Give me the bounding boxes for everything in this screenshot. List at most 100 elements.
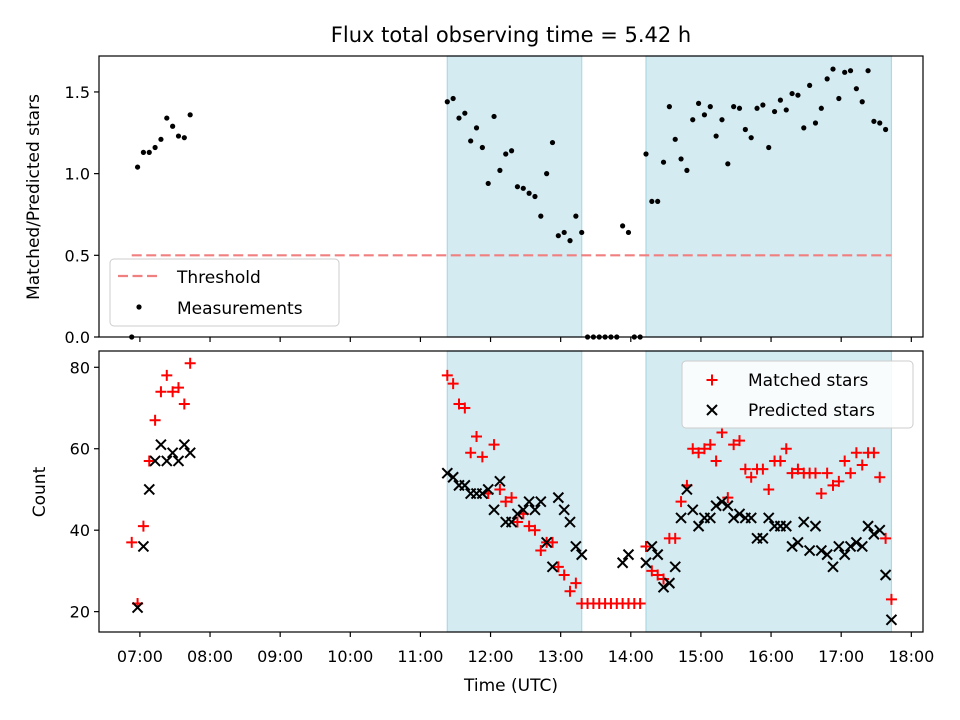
matched-star-point [471, 431, 483, 443]
matched-star-point [137, 520, 149, 532]
measurement-point [701, 112, 708, 118]
matched-star-point [669, 532, 681, 544]
measurement-point [508, 148, 515, 154]
x-tick-label: 12:00 [467, 647, 513, 666]
measurement-point [871, 118, 877, 124]
matched-star-point [564, 585, 576, 597]
predicted-star-point [494, 475, 506, 488]
measurement-point [766, 144, 772, 151]
x-tick-label: 07:00 [117, 647, 163, 666]
x-tick-label: 14:00 [608, 647, 654, 666]
matched-star-point [675, 496, 687, 508]
measurement-point [485, 180, 491, 187]
matched-star-point [511, 516, 523, 528]
measurement-point [152, 144, 158, 151]
measurement-point [444, 99, 450, 105]
matched-star-point [453, 398, 465, 410]
y-tick-label: 40 [70, 521, 90, 540]
measurement-point [818, 105, 824, 111]
matched-star-point [815, 488, 827, 500]
measurement-point [164, 115, 170, 121]
measurement-point [573, 213, 579, 219]
measurement-point [725, 161, 731, 167]
predicted-star-point [675, 512, 687, 524]
x-tick-label: 16:00 [748, 647, 794, 666]
predicted-star-point [535, 495, 547, 508]
legend-matched-label: Matched stars [748, 371, 868, 391]
measurement-point [672, 136, 678, 142]
matched-star-point [722, 492, 734, 504]
measurement-point [789, 90, 795, 97]
predicted-star-point [733, 508, 746, 520]
measurement-point [158, 136, 164, 142]
measurement-point [450, 95, 456, 102]
predicted-star-point [780, 520, 792, 532]
matched-star-point [868, 447, 880, 459]
measurement-point [473, 125, 480, 131]
y-tick-label: 1.5 [65, 83, 90, 102]
predicted-star-point [809, 520, 822, 532]
measurement-point [175, 133, 182, 139]
measurement-point [579, 229, 585, 236]
predicted-star-point [885, 614, 898, 626]
predicted-star-point [681, 483, 693, 496]
measurement-point [140, 149, 147, 155]
measurement-point [538, 213, 544, 219]
matched-star-point [845, 467, 857, 479]
legend-predicted-swatch [706, 404, 718, 416]
predicted-star-point [716, 495, 728, 508]
measurement-point [655, 198, 661, 205]
matched-star-point [757, 463, 769, 475]
measurement-point [853, 86, 859, 92]
matched-star-point [441, 369, 453, 381]
observing-window-band [446, 55, 583, 338]
measurement-point [830, 66, 836, 72]
predicted-star-point [476, 487, 489, 500]
ratio-panel: 0.0 0.5 1.0 1.5 Threshold Measurements [65, 55, 924, 347]
predicted-star-point [657, 581, 670, 593]
predicted-star-point [763, 512, 775, 524]
matched-star-point [155, 386, 167, 398]
measurement-point [660, 159, 667, 165]
matched-star-point [763, 483, 775, 495]
measurement-point [649, 198, 655, 205]
y-tick-label: 0.0 [65, 328, 90, 347]
measurement-point [713, 133, 719, 139]
predicted-star-point [149, 455, 161, 467]
matched-star-point [488, 439, 500, 451]
matched-star-point [745, 471, 757, 483]
predicted-star-point [131, 601, 144, 614]
measurement-point [666, 104, 672, 110]
y-tick-label: 60 [70, 440, 90, 459]
measurement-point [643, 151, 649, 157]
measurement-point [532, 193, 538, 200]
predicted-star-point [862, 520, 874, 532]
legend-threshold-label: Threshold [176, 268, 261, 288]
y-tick-label: 0.5 [65, 246, 90, 265]
matched-star-point [693, 447, 705, 459]
legend-predicted-label: Predicted stars [748, 401, 875, 421]
predicted-star-point [523, 495, 535, 508]
predicted-star-point [792, 536, 804, 549]
predicted-star-point [155, 438, 167, 451]
measurement-point [754, 105, 760, 111]
x-tick-label: 17:00 [818, 647, 864, 666]
measurement-point [707, 104, 713, 110]
predicted-star-point [459, 479, 471, 492]
predicted-star-point [844, 540, 857, 553]
matched-star-point [476, 451, 488, 463]
matched-star-point [523, 520, 535, 532]
matched-star-point [465, 447, 477, 459]
predicted-star-point [745, 512, 757, 524]
matched-star-point [728, 439, 740, 451]
matched-star-point [529, 524, 541, 536]
matched-star-point [500, 496, 512, 508]
measurement-point [690, 117, 696, 123]
predicted-star-point [815, 544, 828, 557]
measurement-point [731, 104, 737, 110]
matched-star-point [494, 483, 506, 495]
matched-star-point [827, 479, 839, 491]
measurement-point [625, 229, 632, 236]
predicted-star-point [511, 508, 524, 520]
